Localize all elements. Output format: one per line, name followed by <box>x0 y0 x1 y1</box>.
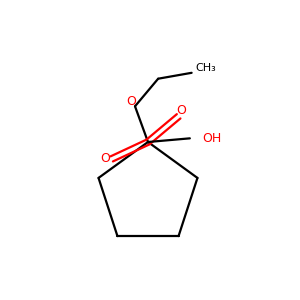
Text: OH: OH <box>202 132 221 145</box>
Text: O: O <box>100 152 110 165</box>
Text: O: O <box>126 95 136 108</box>
Text: CH₃: CH₃ <box>196 63 216 73</box>
Text: O: O <box>177 104 187 117</box>
